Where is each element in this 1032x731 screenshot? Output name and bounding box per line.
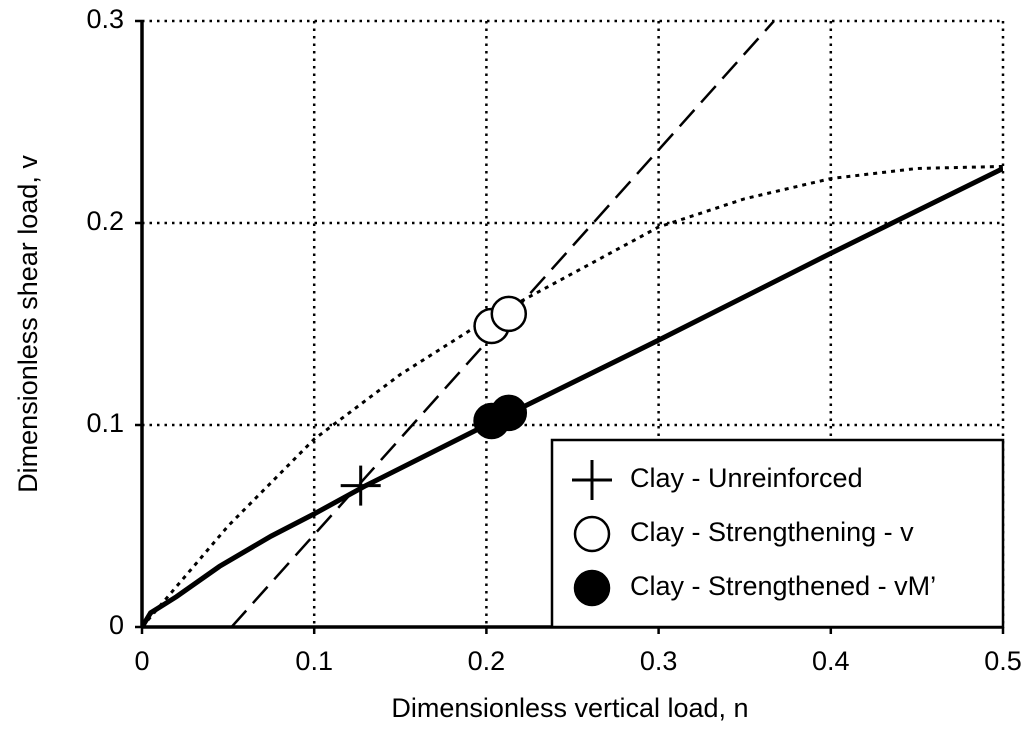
marker-plus <box>572 460 612 500</box>
marker-open <box>490 295 528 333</box>
line-solid <box>142 166 1003 627</box>
y-tick-label: 0.2 <box>86 206 124 236</box>
line-dotted <box>142 164 1003 627</box>
x-tick-label: 0.2 <box>468 646 506 676</box>
line-dashed <box>230 21 775 627</box>
legend: Clay - Unreinforced Clay - Strengthening … <box>550 438 1005 629</box>
x-tick-label: 0.1 <box>295 646 333 676</box>
marker-filled <box>573 569 611 607</box>
x-tick-label: 0.4 <box>812 646 850 676</box>
marker-filled <box>490 394 528 432</box>
y-axis-label: Dimensionless shear load, v <box>13 155 43 493</box>
legend-label: Clay - Unreinforced <box>630 463 863 493</box>
legend-label: Clay - Strengthened - vM’ <box>630 571 936 601</box>
legend-label: Clay - Strengthening - v <box>630 517 914 547</box>
legend-box <box>550 438 1005 629</box>
y-tick-label: 0 <box>109 610 124 640</box>
marker-open <box>573 515 611 553</box>
marker-plus <box>340 465 381 506</box>
y-tick-label: 0.1 <box>86 408 124 438</box>
x-tick-label: 0.5 <box>984 646 1022 676</box>
x-axis-label: Dimensionless vertical load, n <box>391 693 748 723</box>
x-tick-label: 0.3 <box>640 646 678 676</box>
y-tick-label: 0.3 <box>86 4 124 34</box>
x-tick-label: 0 <box>134 646 149 676</box>
